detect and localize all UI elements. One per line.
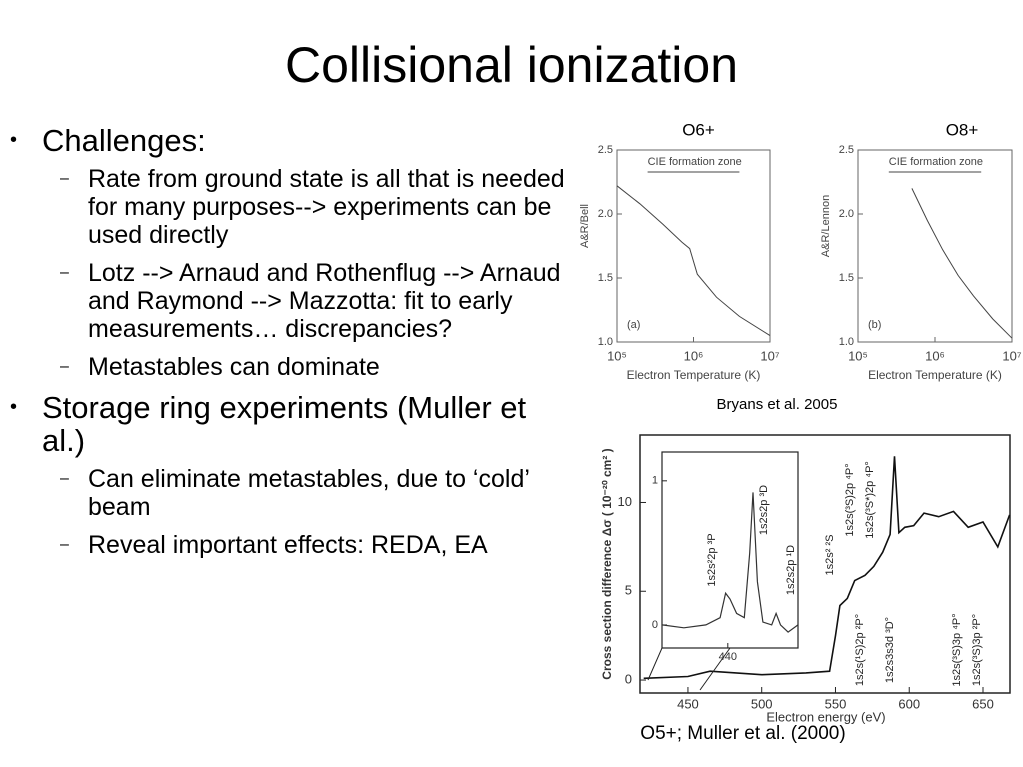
peak-label: 1s2s2p ³D — [758, 485, 770, 535]
y-tick-label: 2.0 — [598, 208, 613, 220]
y-tick-label: 2.5 — [839, 144, 854, 156]
sub-bullet: Can eliminate metastables, due to ‘cold’… — [10, 465, 570, 521]
x-tick-label: 10⁵ — [607, 348, 627, 363]
curve — [616, 185, 771, 337]
y-tick-label: 1 — [652, 475, 658, 487]
plot-frame — [639, 434, 1011, 694]
peak-label: 1s2s(³S)3p ⁴P° — [951, 613, 963, 686]
panel-label: (b) — [868, 319, 881, 331]
slide-title: Collisional ionization — [284, 37, 739, 93]
panel-title: O8+ — [946, 120, 979, 139]
y-tick-label: 0 — [625, 671, 632, 686]
y-tick-label: 1.0 — [598, 336, 613, 348]
x-tick-label: 600 — [898, 696, 920, 711]
inset-spectrum — [661, 492, 799, 633]
plot-frame — [857, 149, 1013, 343]
sub-bullet: Rate from ground state is all that is ne… — [10, 165, 570, 249]
x-tick-label: 10⁵ — [848, 348, 868, 363]
bullet: Storage ring experiments (Muller et al.) — [10, 391, 570, 457]
caption: O5+; Muller et al. (2000) — [640, 723, 845, 744]
caption: Bryans et al. 2005 — [717, 396, 838, 413]
inset-connector — [699, 647, 731, 691]
y-tick-label: 5 — [625, 583, 632, 598]
x-axis-label: Electron Temperature (K) — [627, 368, 761, 382]
x-tick-label: 650 — [972, 696, 994, 711]
y-tick-label: 1.0 — [839, 336, 854, 348]
peak-label: 1s2s(³S)3p ²P° — [971, 614, 983, 686]
x-axis-label: Electron Temperature (K) — [868, 368, 1002, 382]
y-axis-label: A&R/Lennon — [820, 195, 832, 257]
y-tick-label: 1.5 — [598, 272, 613, 284]
spectrum — [643, 456, 1011, 680]
x-tick-label: 10⁶ — [684, 348, 704, 363]
inset-connector — [647, 647, 663, 681]
plot-frame — [616, 149, 771, 343]
sub-bullet: Reveal important effects: REDA, EA — [10, 531, 570, 559]
peak-label: 1s2s(³S*)2p ⁴P° — [864, 461, 876, 539]
x-axis-label: Electron energy (eV) — [766, 709, 885, 724]
annotation: CIE formation zone — [648, 156, 742, 168]
peak-label: 1s2s(¹S)2p ²P° — [854, 614, 866, 686]
peak-label: 1s2s3s3d ³D° — [884, 617, 896, 683]
y-tick-label: 0 — [652, 619, 658, 631]
x-tick-label: 10⁷ — [760, 348, 779, 363]
peak-label: 1s2s(³S)2p ⁴P° — [844, 463, 856, 536]
sub-bullet: Metastables can dominate — [10, 353, 570, 381]
x-tick-label: 450 — [677, 696, 699, 711]
y-axis-label: A&R/Bell — [579, 204, 591, 248]
y-tick-label: 2.0 — [839, 208, 854, 220]
x-tick-label: 10⁶ — [925, 348, 945, 363]
peak-label: 1s2s² ²S — [824, 535, 836, 576]
x-tick-label: 440 — [719, 651, 737, 663]
y-axis-label: Cross section difference Δσ ( 10⁻²⁰ cm² … — [600, 448, 614, 679]
annotation: CIE formation zone — [889, 156, 983, 168]
panel-title: O6+ — [682, 120, 715, 139]
sub-bullet: Lotz --> Arnaud and Rothenflug --> Arnau… — [10, 259, 570, 343]
curve — [911, 188, 1013, 339]
y-tick-label: 2.5 — [598, 144, 613, 156]
y-tick-label: 1.5 — [839, 272, 854, 284]
x-tick-label: 10⁷ — [1002, 348, 1021, 363]
y-tick-label: 10 — [618, 494, 632, 509]
bullet: Challenges: — [10, 124, 570, 157]
x-tick-label: 550 — [825, 696, 847, 711]
bullet-list: Challenges: Rate from ground state is all… — [10, 124, 570, 569]
peak-label: 1s2s2p ¹D — [785, 545, 797, 595]
panel-label: (a) — [627, 319, 640, 331]
x-tick-label: 500 — [751, 696, 773, 711]
peak-label: 1s2s²2p ³P — [706, 533, 718, 586]
